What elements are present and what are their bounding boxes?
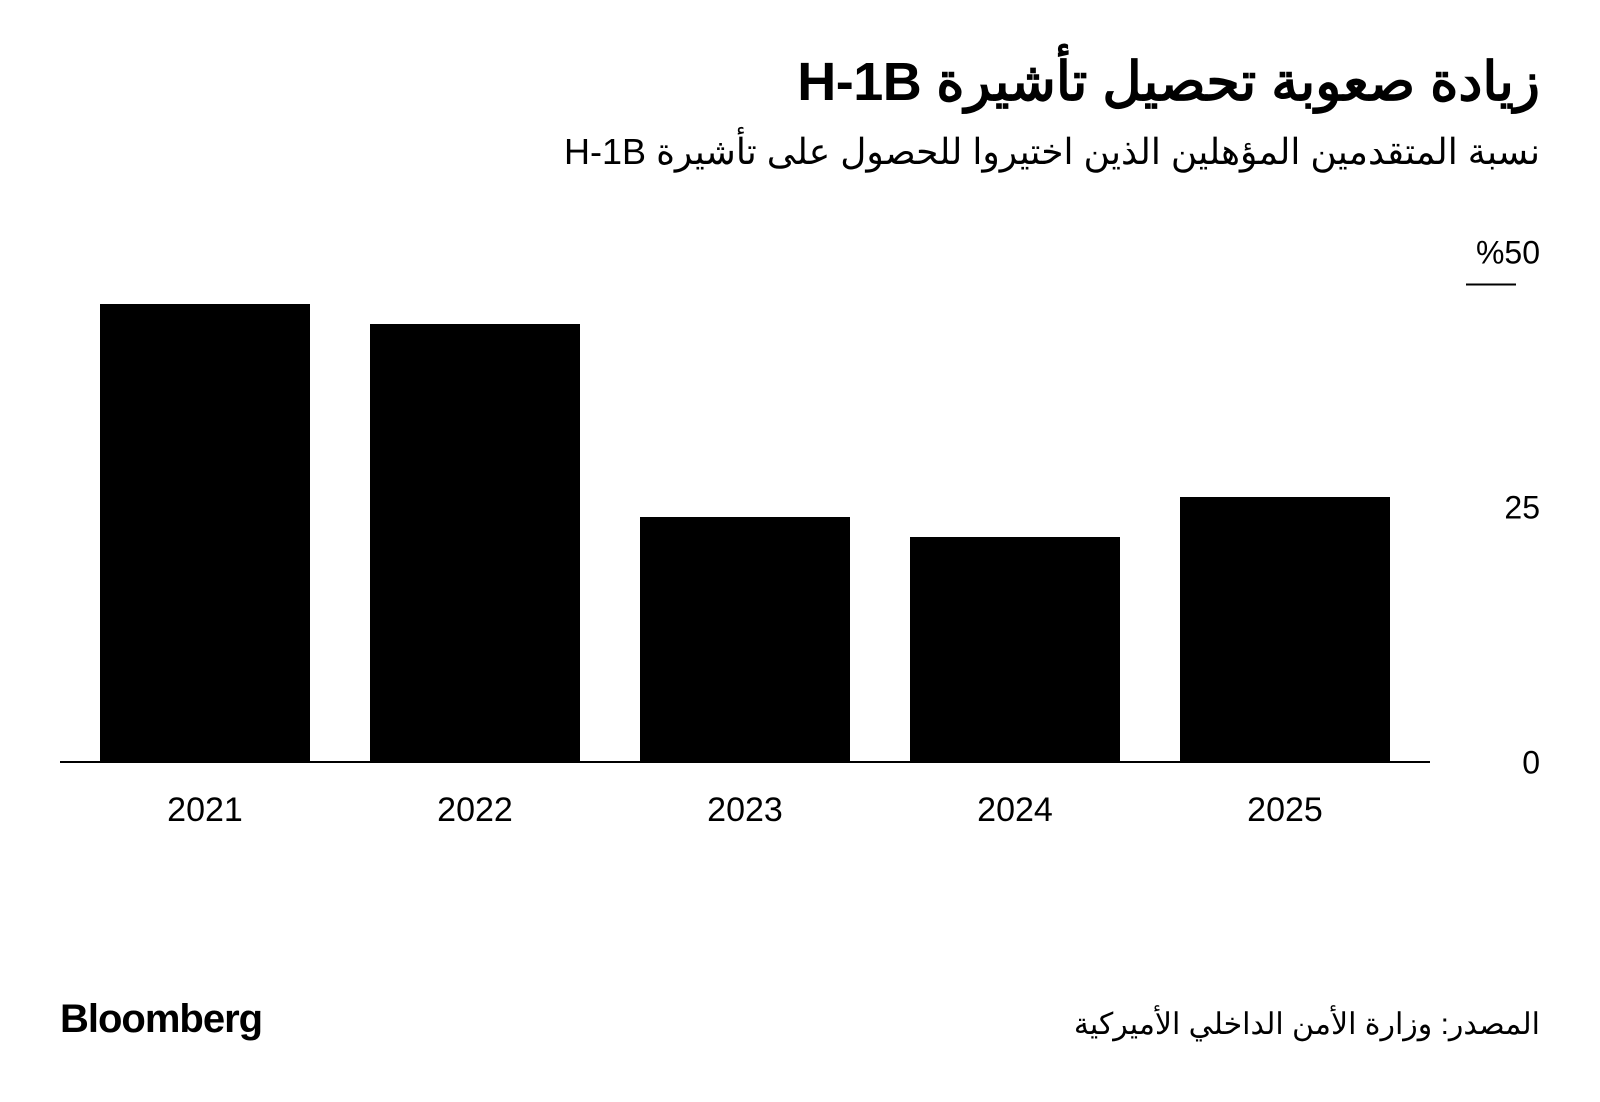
x-axis-label: 2023: [610, 773, 880, 833]
bar: [370, 324, 581, 761]
bar: [100, 304, 311, 761]
source-text: المصدر: وزارة الأمن الداخلي الأميركية: [1074, 1007, 1540, 1042]
y-axis-tick: %50: [1476, 235, 1540, 272]
brand-logo: Bloomberg: [60, 997, 262, 1042]
x-axis-label: 2024: [880, 773, 1150, 833]
chart-container: 025%50 20212022202320242025: [60, 213, 1540, 833]
bars-group: [60, 253, 1430, 761]
x-axis-label: 2025: [1150, 773, 1420, 833]
x-axis-labels: 20212022202320242025: [60, 773, 1430, 833]
y-axis-tick: 0: [1522, 745, 1540, 782]
bar: [910, 537, 1121, 761]
x-axis-label: 2022: [340, 773, 610, 833]
bar: [1180, 497, 1391, 761]
y-axis: 025%50: [1440, 253, 1540, 763]
y-axis-tick: 25: [1504, 490, 1540, 527]
bar-slot: [1150, 253, 1420, 761]
chart-title: زيادة صعوبة تحصيل تأشيرة H-1B: [60, 50, 1540, 113]
bar: [640, 517, 851, 761]
chart-subtitle: نسبة المتقدمين المؤهلين الذين اختيروا لل…: [60, 131, 1540, 173]
plot-area: [60, 253, 1430, 763]
bar-slot: [70, 253, 340, 761]
bar-slot: [880, 253, 1150, 761]
y-tick-mark: [1466, 284, 1516, 286]
chart-footer: Bloomberg المصدر: وزارة الأمن الداخلي ال…: [60, 997, 1540, 1042]
x-axis-label: 2021: [70, 773, 340, 833]
bar-slot: [610, 253, 880, 761]
chart-header: زيادة صعوبة تحصيل تأشيرة H-1B نسبة المتق…: [60, 50, 1540, 173]
bar-slot: [340, 253, 610, 761]
